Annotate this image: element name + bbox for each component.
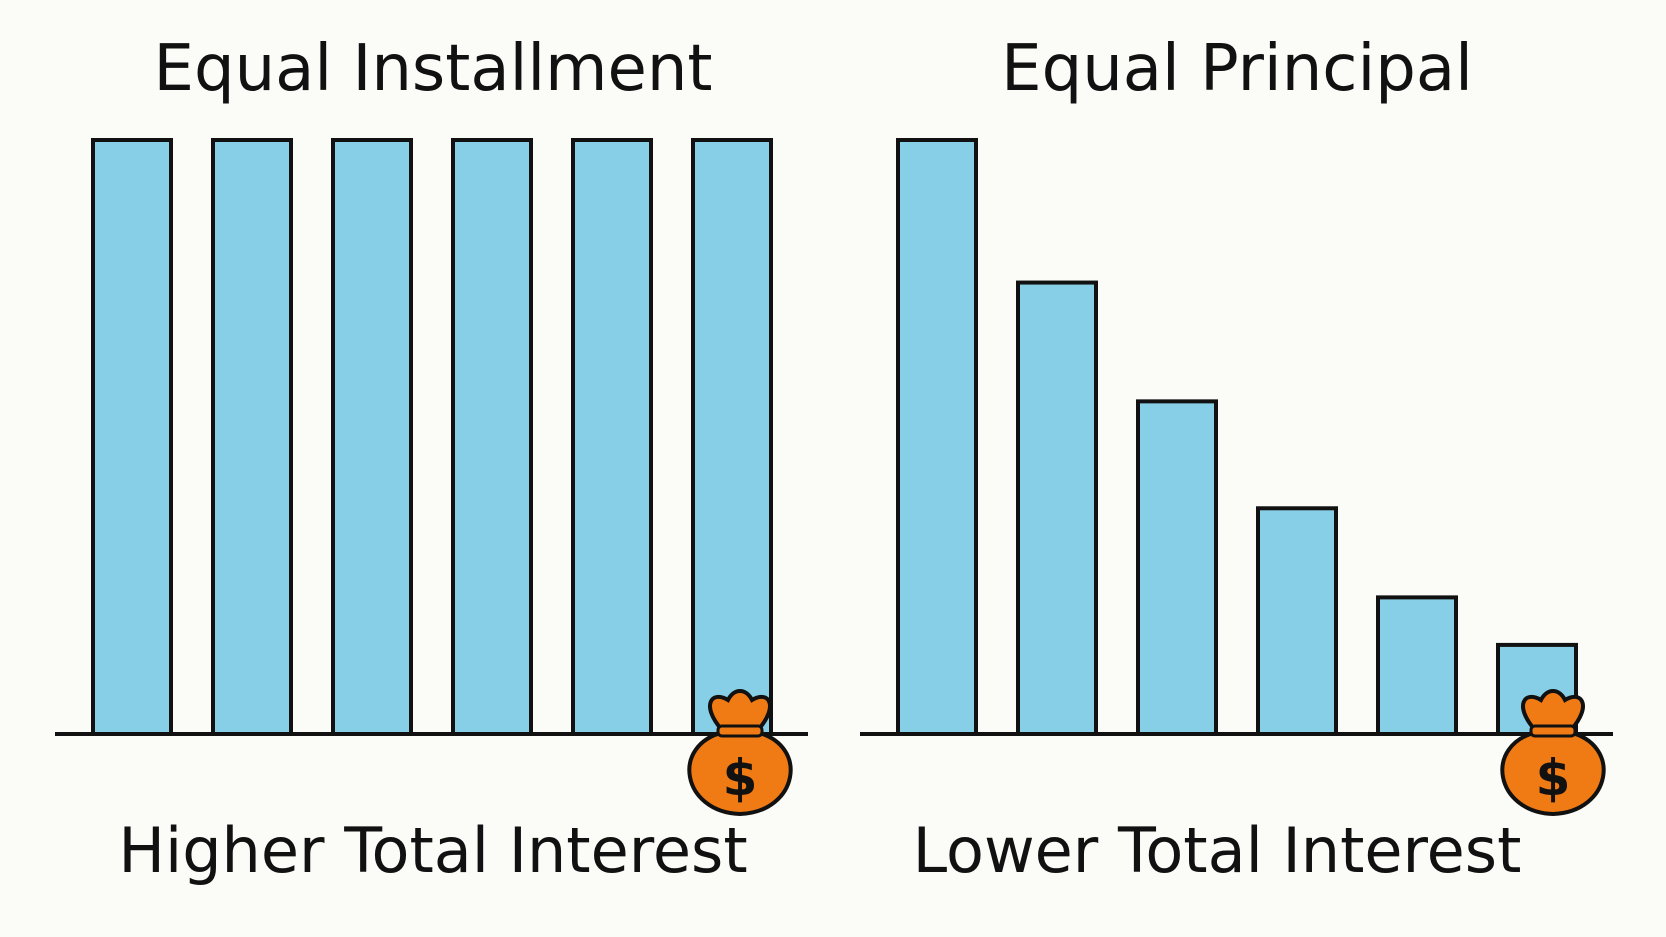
bar-1 <box>896 138 978 736</box>
bars-left <box>91 138 773 736</box>
bag-top <box>1521 689 1585 732</box>
dollar-sign: $ <box>723 749 758 807</box>
bar-3 <box>1136 399 1218 736</box>
caption-right: Lower Total Interest <box>913 814 1522 887</box>
caption-left: Higher Total Interest <box>118 814 747 887</box>
bar-5 <box>571 138 653 736</box>
bar-4 <box>451 138 533 736</box>
bag-body <box>687 730 793 817</box>
bar-4 <box>1256 506 1338 736</box>
bar-3 <box>331 138 413 736</box>
bar-2 <box>1016 280 1098 736</box>
bag-tie <box>1529 724 1577 738</box>
money-bag-icon: $ <box>1500 689 1606 817</box>
panel-equal-installment: Equal Installment $ Higher Total Interes… <box>55 32 808 887</box>
bar-5 <box>1376 595 1458 736</box>
chart-title-right: Equal Principal <box>1001 32 1473 106</box>
bag-tie <box>716 724 764 738</box>
bar-6 <box>691 138 773 736</box>
chart-title-left: Equal Installment <box>154 32 713 106</box>
bag-top <box>708 689 772 732</box>
bar-2 <box>211 138 293 736</box>
bars-right <box>896 138 1578 737</box>
dollar-sign: $ <box>1536 749 1571 807</box>
bar-1 <box>91 138 173 736</box>
panel-equal-principal: Equal Principal $ Lower Total Interest <box>860 32 1613 887</box>
bag-body <box>1500 730 1606 817</box>
money-bag-icon: $ <box>687 689 793 817</box>
